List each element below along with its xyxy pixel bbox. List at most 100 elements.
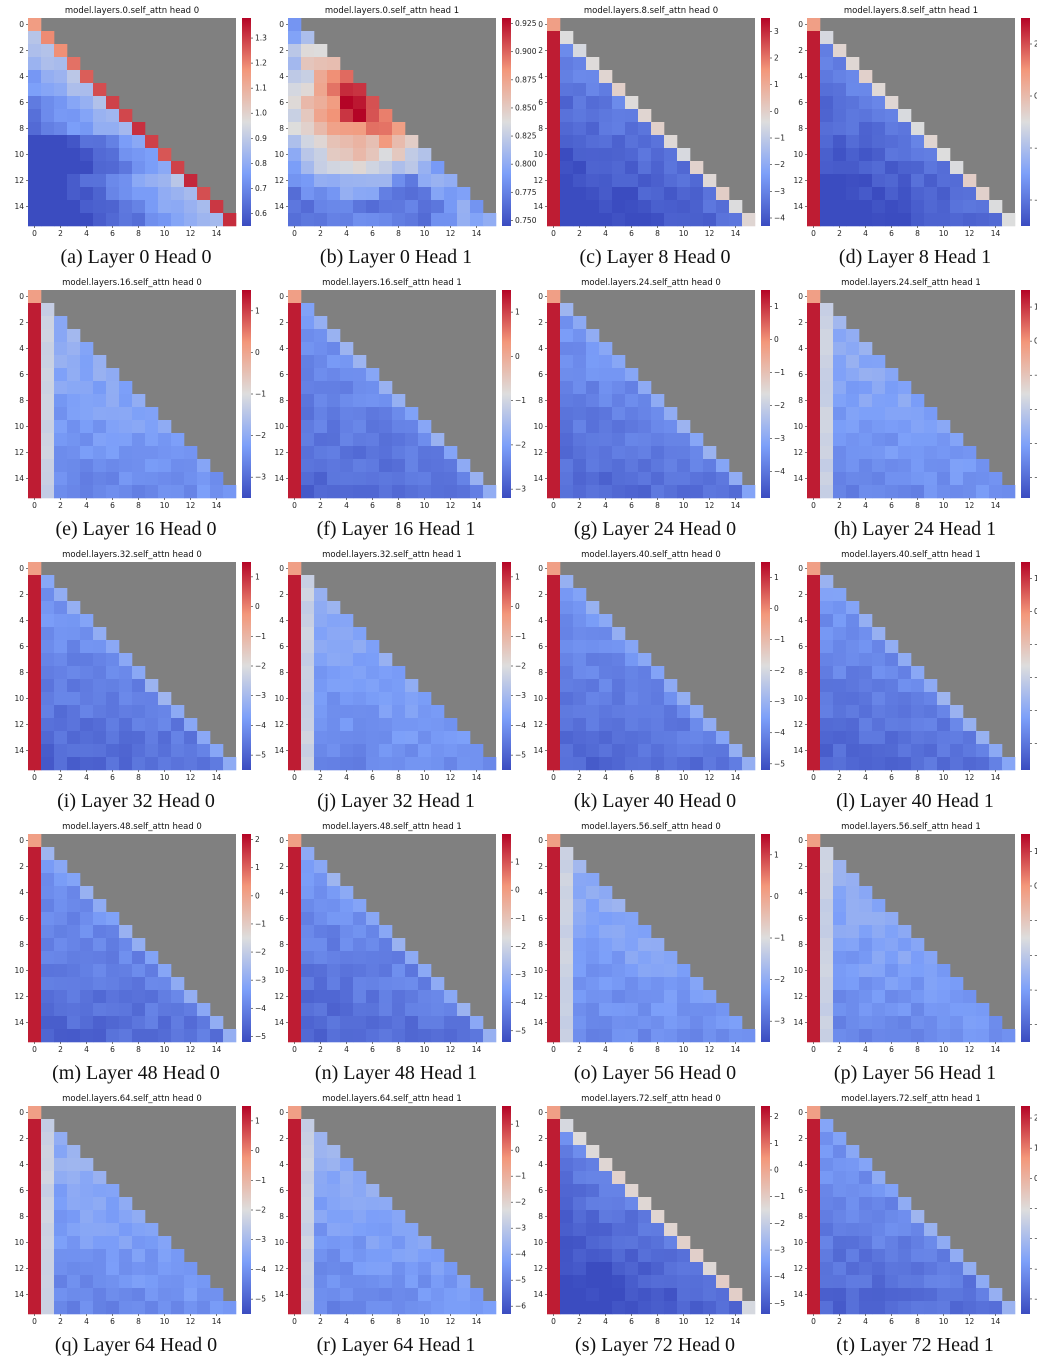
y-tick-label: 0 — [538, 564, 543, 573]
heatmap-cell — [638, 213, 652, 227]
heatmap-cell — [976, 1003, 990, 1017]
heatmap-cell — [859, 627, 873, 641]
heatmap-cell — [820, 1132, 834, 1146]
heatmap-cell — [379, 1223, 393, 1237]
y-tick-label: 12 — [14, 176, 24, 185]
heatmap-cell — [547, 135, 561, 149]
heatmap-cell — [392, 407, 406, 421]
heatmap-cell — [353, 1275, 367, 1289]
heatmap-cell — [314, 44, 328, 58]
heatmap-cell — [366, 174, 380, 188]
x-tick-label: 6 — [110, 229, 115, 238]
heatmap-cell — [651, 394, 665, 408]
heatmap-cell — [677, 1262, 691, 1276]
y-tick-label: 14 — [14, 202, 24, 211]
heatmap-cell — [28, 1275, 42, 1289]
heatmap-cell — [28, 290, 42, 304]
heatmap-cell — [820, 303, 834, 317]
heatmap-cell — [392, 951, 406, 965]
heatmap-cell — [158, 1262, 172, 1276]
heatmap-cell — [846, 951, 860, 965]
heatmap-cell — [54, 148, 68, 162]
heatmap-cell — [586, 1029, 600, 1043]
heatmap-cell — [28, 44, 42, 58]
heatmap-cell — [599, 679, 613, 693]
heatmap-cell — [379, 938, 393, 952]
heatmap-cell — [405, 1288, 419, 1302]
heatmap-cell — [885, 135, 899, 149]
heatmap-cell — [872, 912, 886, 926]
heatmap-cell — [716, 1003, 730, 1017]
heatmap-cell — [872, 1003, 886, 1017]
colorbar-tick-label: −2 — [255, 1206, 266, 1215]
heatmap-cell — [171, 1262, 185, 1276]
heatmap-cell — [638, 1288, 652, 1302]
chart-title: model.layers.40.self_attn head 0 — [581, 550, 721, 560]
heatmap-cell — [145, 446, 159, 460]
heatmap-cell — [119, 1249, 133, 1263]
heatmap-cell — [28, 601, 42, 615]
heatmap-cell — [937, 1029, 951, 1043]
heatmap-cell — [54, 1236, 68, 1250]
heatmap-cell — [54, 200, 68, 214]
heatmap-cell — [924, 1016, 938, 1030]
heatmap-cell — [547, 1210, 561, 1224]
heatmap-cell — [340, 1003, 354, 1017]
heatmap-cell — [898, 1301, 912, 1315]
x-tick-label: 12 — [965, 501, 975, 510]
heatmap-cell — [872, 420, 886, 434]
heatmap-cell — [418, 1275, 432, 1289]
y-tick-label: 10 — [14, 694, 24, 703]
colorbar-tick-label: −3 — [1034, 706, 1037, 715]
heatmap-cell — [885, 1003, 899, 1017]
heatmap-cell — [327, 757, 341, 771]
y-tick-label: 2 — [798, 862, 803, 871]
panel-caption: (m) Layer 48 Head 0 — [52, 1062, 220, 1084]
heatmap-cell — [833, 83, 847, 97]
heatmap-cell — [547, 446, 561, 460]
heatmap-cell — [963, 1029, 977, 1043]
y-tick-label: 0 — [279, 836, 284, 845]
heatmap-cell — [119, 122, 133, 136]
heatmap-cell — [586, 1262, 600, 1276]
heatmap-cell — [859, 200, 873, 214]
heatmap-cell — [41, 679, 55, 693]
heatmap-cell — [885, 1197, 899, 1211]
heatmap-cell — [301, 187, 315, 201]
heatmap-cell — [80, 757, 94, 771]
heatmap-cell — [690, 1301, 704, 1315]
heatmap-cell — [314, 951, 328, 965]
heatmap-cell — [963, 718, 977, 732]
heatmap-cell — [690, 161, 704, 175]
heatmap-cell — [937, 420, 951, 434]
heatmap-cell — [54, 394, 68, 408]
heatmap-cell — [80, 381, 94, 395]
heatmap-cell — [846, 1236, 860, 1250]
heatmap-cell — [859, 70, 873, 84]
heatmap-cell — [690, 200, 704, 214]
heatmap-cell — [314, 679, 328, 693]
heatmap-cell — [93, 990, 107, 1004]
heatmap-cell — [690, 1249, 704, 1263]
heatmap-cell — [625, 718, 639, 732]
heatmap-cell — [67, 394, 81, 408]
heatmap-cell — [457, 1288, 471, 1302]
heatmap-cell — [872, 951, 886, 965]
colorbar-tick-label: 1 — [255, 306, 260, 315]
heatmap-cell — [327, 899, 341, 913]
heatmap-cell — [612, 912, 626, 926]
heatmap-cell — [586, 355, 600, 369]
heatmap-cell — [80, 627, 94, 641]
heatmap-cell — [28, 1184, 42, 1198]
y-tick-label: 2 — [279, 318, 284, 327]
heatmap-cell — [625, 381, 639, 395]
x-tick-label: 6 — [370, 229, 375, 238]
heatmap-cell — [820, 187, 834, 201]
heatmap-cell — [807, 964, 821, 978]
y-tick-label: 4 — [538, 1160, 543, 1169]
heatmap-cell — [327, 433, 341, 447]
heatmap-cell — [197, 459, 211, 473]
heatmap-cell — [184, 459, 198, 473]
colorbar-tick-label: −4 — [774, 728, 785, 737]
heatmap-cell — [612, 964, 626, 978]
